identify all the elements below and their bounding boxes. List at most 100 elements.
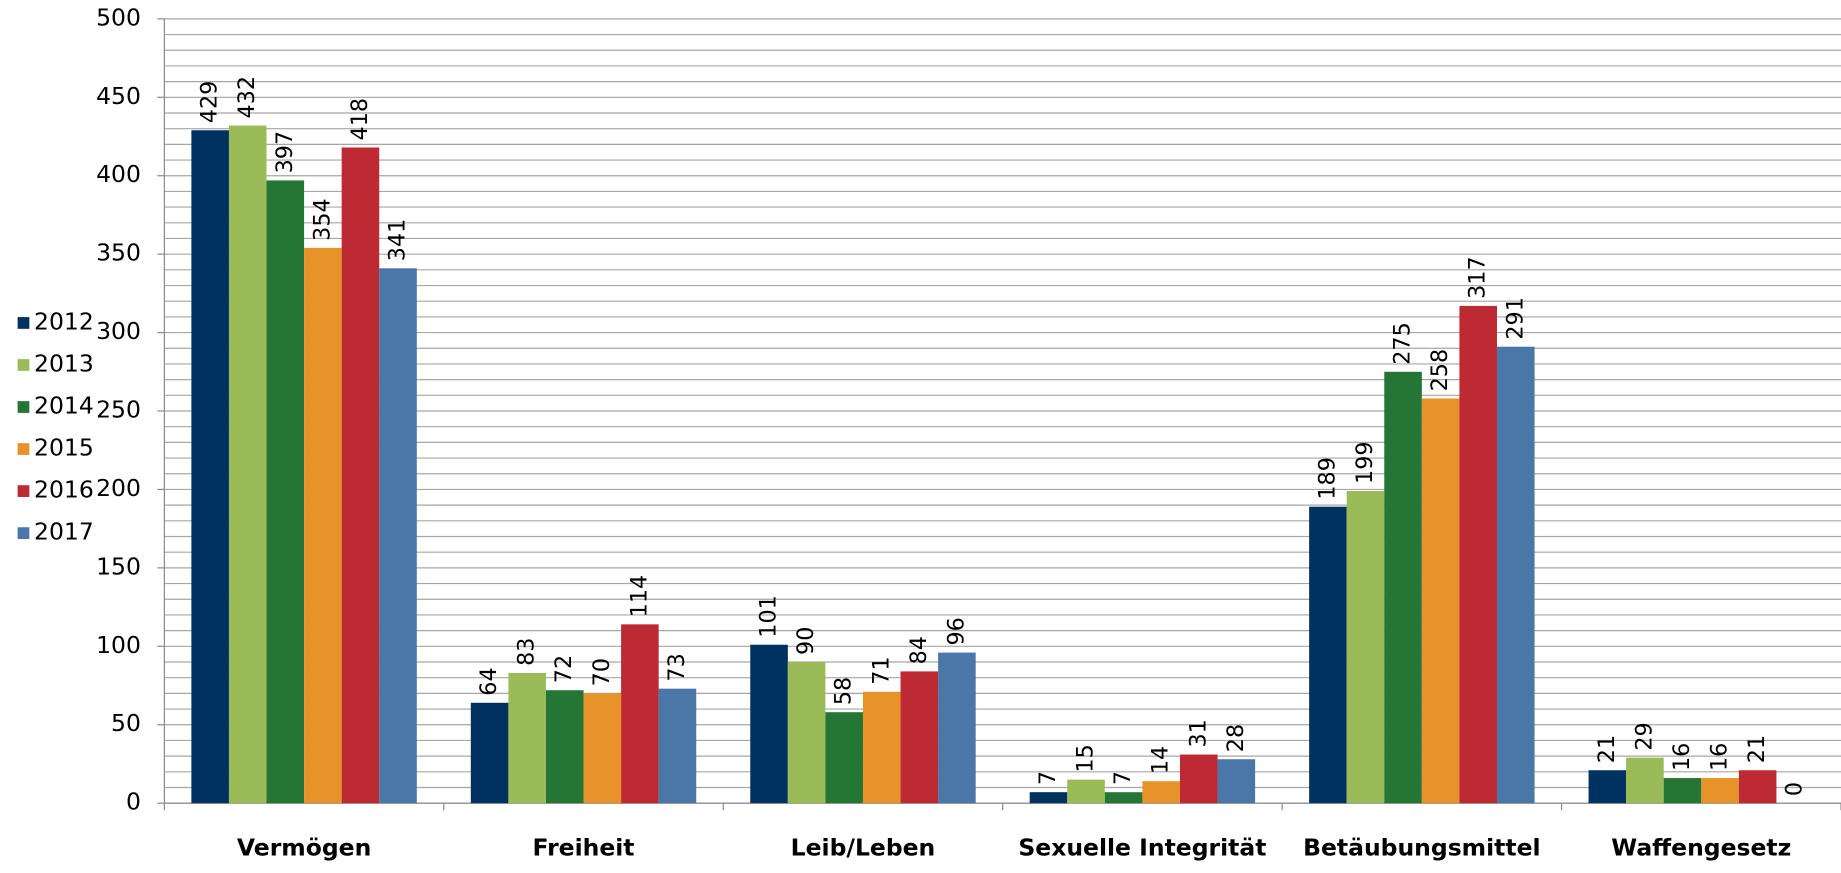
bar [1384,371,1422,804]
value-label: 275 [1390,322,1416,365]
value-label: 114 [626,575,652,618]
bar [658,688,697,804]
legend-swatch [17,317,30,329]
value-label: 73 [664,653,690,681]
value-label: 317 [1465,256,1491,299]
legend-label: 2017 [34,518,94,546]
bar [508,672,546,804]
value-label: 0 [1782,782,1808,796]
bar [341,147,380,804]
value-label: 341 [385,219,411,262]
bar [1588,770,1627,804]
bar [787,661,826,804]
value-label: 72 [551,655,577,683]
value-label: 397 [272,131,298,174]
bar [266,180,305,804]
value-label: 71 [868,656,894,684]
y-tick-label: 300 [96,317,141,345]
value-label: 84 [906,636,932,664]
x-tick-label: Betäubungsmittel [1303,833,1540,861]
value-label: 70 [589,658,615,686]
value-label: 83 [514,638,540,666]
bar [228,125,267,804]
bar [1459,305,1497,804]
legend-swatch [17,443,30,455]
legend-swatch [17,359,30,371]
value-label: 28 [1223,724,1249,752]
bar [1738,770,1777,804]
bar [1626,757,1664,804]
bar [1663,778,1702,804]
bar [750,644,788,804]
y-tick-label: 50 [111,709,141,737]
value-label: 429 [197,81,223,124]
x-tick-label: Vermögen [237,833,371,861]
bar [1029,792,1068,804]
y-tick-label: 350 [96,239,141,267]
value-label: 58 [831,677,857,705]
legend-swatch [17,527,30,539]
bar [1421,398,1460,804]
value-label: 418 [347,98,373,141]
value-label: 101 [756,595,782,638]
x-tick-label: Sexuelle Integrität [1018,833,1266,861]
bar [900,671,939,804]
bar [1496,346,1535,804]
value-label: 16 [1707,743,1733,771]
value-label: 291 [1502,297,1528,340]
legend-label: 2015 [34,434,94,462]
bar [862,691,901,804]
y-tick-label: 500 [96,3,141,31]
value-label: 189 [1314,457,1340,500]
x-tick-label: Waffengesetz [1611,833,1791,861]
y-tick-label: 100 [96,631,141,659]
y-tick-label: 250 [96,396,141,424]
value-label: 64 [476,667,502,695]
bar [379,268,417,804]
value-label: 21 [1594,735,1620,763]
legend-label: 2012 [34,307,94,335]
value-label: 7 [1110,771,1136,785]
legend-label: 2014 [34,392,94,420]
bar [1067,779,1105,804]
bar [304,247,342,804]
bar [470,702,509,804]
value-label: 29 [1631,722,1657,750]
bar [1309,506,1347,804]
value-label: 199 [1352,441,1378,484]
legend-label: 2013 [34,349,94,377]
bar [545,690,584,804]
legend-label: 2016 [34,476,94,504]
bar [621,624,659,804]
value-label: 354 [309,198,335,241]
bar [1701,778,1739,804]
bar [1142,781,1180,804]
bar [583,693,622,804]
value-label: 96 [943,617,969,645]
y-tick-label: 0 [126,788,141,816]
bar [1346,491,1385,804]
value-label: 90 [793,627,819,655]
bar [191,130,229,804]
bar [825,712,863,804]
value-label: 15 [1073,744,1099,772]
y-tick-label: 200 [96,474,141,502]
x-tick-label: Leib/Leben [791,833,936,861]
y-tick-label: 150 [96,552,141,580]
y-tick-label: 400 [96,160,141,188]
value-label: 14 [1148,746,1174,774]
value-label: 21 [1744,735,1770,763]
value-label: 31 [1185,719,1211,747]
value-label: 432 [234,76,260,119]
bar [1217,759,1256,804]
value-label: 16 [1669,743,1695,771]
bar [1179,754,1218,804]
legend-swatch [17,401,30,413]
value-label: 258 [1427,349,1453,392]
y-tick-label: 450 [96,82,141,110]
x-tick-label: Freiheit [533,833,635,861]
bar [938,652,976,804]
bar [1104,792,1143,804]
value-label: 7 [1035,771,1061,785]
